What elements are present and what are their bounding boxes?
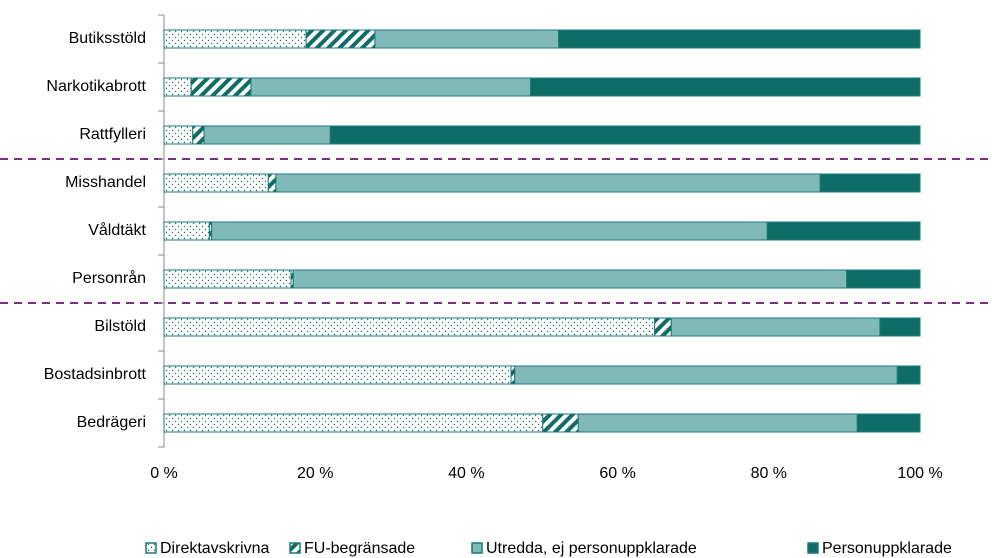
bar-segment [654,317,672,337]
y-tick-label: Bedrägeri [77,414,146,431]
y-tick-label: Butiksstöld [69,30,146,47]
bar-segment [329,125,921,145]
bar-segment [163,269,292,289]
bar-segment [292,269,848,289]
legend-label: Direktavskrivna [160,540,269,557]
bar-segment [163,317,656,337]
x-tick-label: 0 % [150,465,178,482]
legend-label: Personuppklarade [822,540,952,557]
bar-segment [510,365,516,385]
x-tick-label: 20 % [297,465,333,482]
bar-segment [163,365,512,385]
x-tick-label: 80 % [751,465,787,482]
bar-segment [163,29,307,49]
bar-segment [374,29,560,49]
bar-segment [542,413,579,433]
bar-segment [190,77,252,97]
y-tick-label: Bostadsinbrott [44,366,147,383]
y-tick-label: Misshandel [65,174,146,191]
bar-segment [558,29,921,49]
x-tick-label: 100 % [897,465,942,482]
legend-swatch [471,542,483,554]
legend-label: FU-begränsade [304,540,415,557]
y-tick-label: Narkotikabrott [46,78,146,95]
bar-segment [163,173,269,193]
bar-segment [211,221,768,241]
bar-segment [766,221,921,241]
legend-label: Utredda, ej personuppklarade [486,540,697,557]
x-tick-label: 40 % [448,465,484,482]
bar-segment [163,125,194,145]
bar-segment [846,269,921,289]
legend-swatch [145,542,157,554]
bar-segment [670,317,881,337]
bar-segment [163,413,544,433]
y-tick-label: Våldtäkt [88,221,146,239]
bar-segment [530,77,921,97]
bar-segment [250,77,532,97]
bar-segment [163,77,192,97]
legend-swatch [289,542,301,554]
bar-segment [856,413,921,433]
bar-segment [267,173,277,193]
bar-segment [192,125,205,145]
bar-segment [203,125,331,145]
y-tick-label: Personrån [72,269,146,287]
bar-segment [577,413,858,433]
bar-segment [896,365,921,385]
bar-segment [275,173,821,193]
bar-segment [819,173,921,193]
y-tick-label: Rattfylleri [79,126,146,143]
bar-segment [305,29,376,49]
bar-segment [163,221,210,241]
legend-swatch [807,542,819,554]
y-tick-label: Bilstöld [94,318,146,335]
bar-segment [514,365,898,385]
bar-segment [879,317,921,337]
x-tick-label: 60 % [599,465,635,482]
